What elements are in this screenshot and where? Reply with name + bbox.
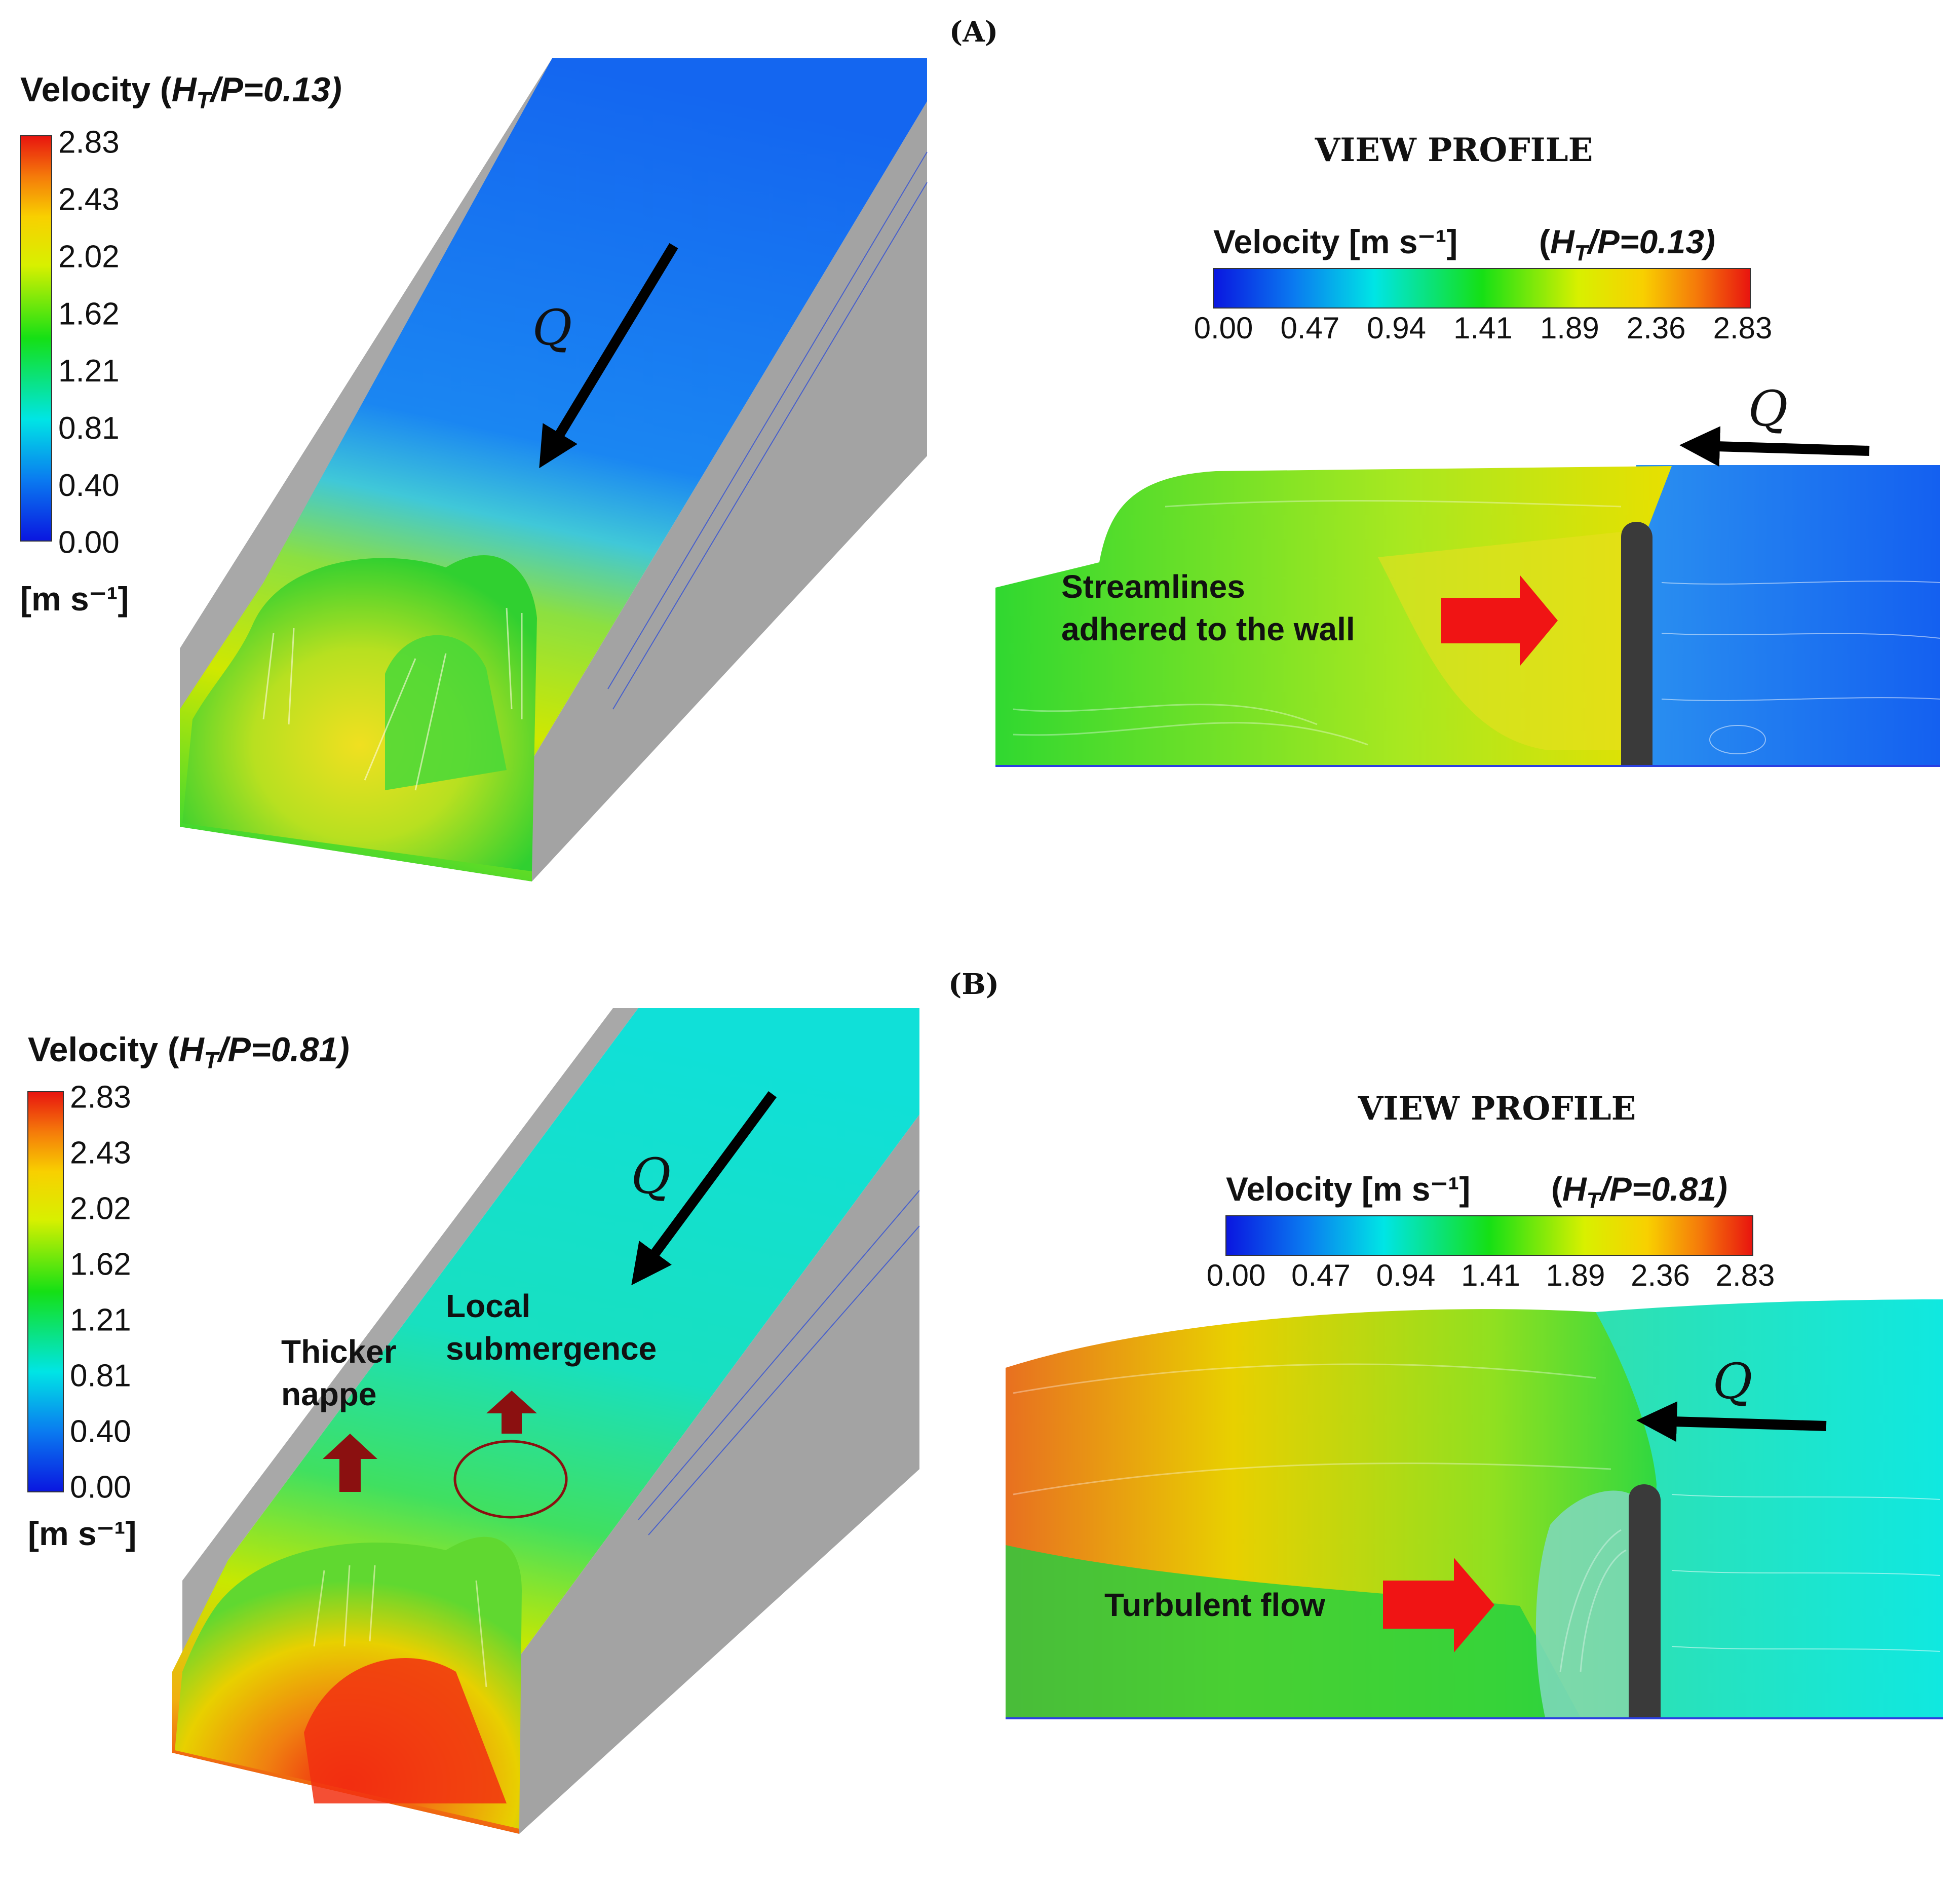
panel-b-upstream-pool — [1596, 1299, 1943, 1717]
panel-b-right-tick-label: 1.41 — [1461, 1258, 1520, 1292]
panel-b-left-legend: Velocity (HT/P=0.81) 2.83 2.43 2.02 1.62 1.2… — [27, 1030, 350, 1552]
panel-b-left-legend-title: Velocity (HT/P=0.81) — [28, 1030, 350, 1073]
panel-b-right-tick-label: 1.89 — [1546, 1258, 1605, 1292]
panel-b-left-tick-label: 1.21 — [70, 1303, 131, 1338]
panel-b-turbulent-flow-text: Turbulent flow — [1104, 1587, 1325, 1623]
panel-a-right-wall — [532, 101, 927, 881]
panel-b-left-tick-label: 2.43 — [70, 1136, 131, 1171]
panel-b-left-tick-label: 0.81 — [70, 1359, 131, 1394]
panel-b-left-legend-unit: [m s⁻¹] — [28, 1515, 137, 1552]
panel-b-left-tick-label: 1.62 — [70, 1247, 131, 1282]
panel-b-right-ticks: 0.00 0.47 0.94 1.41 1.89 2.36 2.83 — [1207, 1258, 1775, 1292]
panel-b-right-wall — [519, 1114, 919, 1834]
panel-b-right-tick-label: 0.00 — [1207, 1258, 1266, 1292]
panel-a-left-tick-label: 2.02 — [58, 239, 120, 274]
panel-a-3d-flow-arrow — [539, 243, 678, 469]
panel-b-right-tick-label: 2.83 — [1716, 1258, 1775, 1292]
panel-a-right-tick-label: 1.89 — [1540, 311, 1599, 345]
panel-b-view-profile-title: VIEW PROFILE — [1358, 1090, 1636, 1128]
panel-b-right-legend-title: Velocity [m s⁻¹] — [1226, 1170, 1470, 1208]
panel-a-right-tick-label: 1.41 — [1453, 311, 1513, 345]
panel-a-right-tick-label: 2.36 — [1627, 311, 1686, 345]
panel-a-right-legend: Velocity [m s⁻¹] (HT/P=0.13) 0.00 0.47 0.9… — [1194, 223, 1773, 345]
panel-a-right-tick-label: 0.00 — [1194, 311, 1253, 345]
panel-a-view-profile-title: VIEW PROFILE — [1315, 131, 1593, 169]
panel-a-label: (A) — [949, 15, 998, 49]
panel-b-right-legend-ratio: (HT/P=0.81) — [1551, 1170, 1727, 1213]
panel-b-thicker-nappe-arrow — [323, 1434, 377, 1492]
panel-b-left-ticks: 2.83 2.43 2.02 1.62 1.21 0.81 0.40 0.00 — [70, 1080, 131, 1505]
panel-a-left-ticks: 2.83 2.43 2.02 1.62 1.21 0.81 0.40 0.00 — [58, 125, 120, 560]
panel-a-profile-streamlines — [1013, 499, 1622, 746]
panel-a-profile-flow-arrow — [1679, 426, 1870, 467]
panel-b-right-tick-label: 0.94 — [1376, 1258, 1436, 1292]
panel-b-left-colorbar — [27, 1091, 64, 1492]
panel-a-left-colorbar — [20, 135, 52, 542]
panel-a-3d-flow-label: Q — [532, 299, 572, 356]
panel-a-left-tick-label: 2.83 — [58, 125, 120, 160]
panel-b-profile-upstream-streamlines — [1671, 1494, 1941, 1652]
panel-b-3d-channel: Thicker nappe Local submergence Q — [172, 1008, 920, 1834]
panel-b-3d-flow-label: Q — [631, 1148, 671, 1205]
panel-a-right-tick-label: 0.47 — [1280, 311, 1339, 345]
panel-a-red-arrow — [1441, 575, 1558, 666]
panel-b-right-tick-label: 2.36 — [1631, 1258, 1690, 1292]
panel-a-left-tick-label: 1.62 — [58, 296, 120, 331]
panel-b-streaks — [313, 1565, 487, 1687]
panel-a-nappe — [182, 555, 537, 871]
panel-b-profile-flow-arrow — [1636, 1401, 1827, 1442]
panel-a: (A) Velocity (HT/P=0.13) 2.83 2.43 2.02 1.6… — [20, 15, 1941, 881]
panel-a-right-legend-ratio: (HT/P=0.13) — [1539, 223, 1715, 265]
panel-a-right-tick-label: 2.83 — [1713, 311, 1773, 345]
panel-a-wall-lines — [607, 151, 928, 710]
panel-a-right-colorbar — [1213, 268, 1751, 309]
panel-a-nappe-crest — [385, 635, 507, 790]
panel-b-label: (B) — [948, 968, 999, 1001]
panel-a-profile-view: Q Streamlines adhered to the wall — [995, 380, 1941, 767]
panel-b-3d-flow-arrow — [631, 1091, 777, 1286]
panel-b-local-submergence-text: Local submergence — [446, 1288, 657, 1367]
panel-b-profile-lower-zone — [1006, 1545, 1581, 1717]
panel-a-upstream-pool — [1636, 465, 1940, 766]
panel-b-profile-flow-label: Q — [1713, 1353, 1753, 1410]
panel-a-left-legend-unit: [m s⁻¹] — [20, 580, 129, 618]
panel-b-submergence-arrow — [486, 1391, 537, 1434]
panel-a-left-legend: Velocity (HT/P=0.13) 2.83 2.43 2.02 1.62 1.2… — [20, 70, 342, 618]
panel-a-right-ticks: 0.00 0.47 0.94 1.41 1.89 2.36 2.83 — [1194, 311, 1773, 345]
panel-b-right-tick-label: 0.47 — [1291, 1258, 1351, 1292]
panel-b-wall-lines — [638, 1190, 920, 1535]
panel-a-right-tick-label: 0.94 — [1367, 311, 1426, 345]
panel-b-red-arrow — [1383, 1558, 1494, 1652]
panel-a-left-tick-label: 2.43 — [58, 182, 120, 217]
panel-b-nappe-core — [304, 1658, 507, 1803]
panel-a-3d-channel: Q — [180, 58, 928, 881]
panel-b-submergence-ellipse — [453, 1440, 568, 1519]
panel-b-left-tick-label: 2.02 — [70, 1191, 131, 1226]
panel-b-thicker-nappe-text: Thicker nappe — [281, 1333, 405, 1412]
panel-a-left-tick-label: 0.40 — [58, 468, 120, 503]
panel-a-profile-upstream-streamlines — [1661, 581, 1941, 754]
panel-b-turbulent-zone — [1535, 1490, 1631, 1717]
panel-a-right-legend-title: Velocity [m s⁻¹] — [1213, 223, 1457, 260]
panel-b: (B) Velocity (HT/P=0.81) 2.83 2.43 2.02 1.6… — [27, 968, 1943, 1834]
panel-b-right-colorbar — [1225, 1215, 1753, 1256]
panel-b-profile-streamlines — [1013, 1363, 1627, 1672]
panel-b-left-tick-label: 0.00 — [70, 1470, 131, 1505]
panel-b-left-tick-label: 2.83 — [70, 1080, 131, 1115]
panel-a-weir — [1621, 522, 1652, 765]
panel-b-profile-view: Q Turbulent flow — [1006, 1299, 1943, 1719]
panel-a-annotation: Streamlines adhered to the wall — [1061, 568, 1355, 647]
panel-a-profile-flow-label: Q — [1748, 380, 1788, 437]
panel-a-left-tick-label: 1.21 — [58, 354, 120, 389]
panel-b-weir — [1629, 1484, 1661, 1717]
panel-a-left-tick-label: 0.81 — [58, 411, 120, 446]
panel-a-left-tick-label: 0.00 — [58, 525, 120, 560]
panel-a-left-legend-title: Velocity (HT/P=0.13) — [20, 70, 342, 113]
panel-b-left-tick-label: 0.40 — [70, 1414, 131, 1449]
panel-b-right-legend: Velocity [m s⁻¹] (HT/P=0.81) 0.00 0.47 0.9… — [1207, 1170, 1775, 1292]
panel-a-streaks — [262, 607, 523, 791]
